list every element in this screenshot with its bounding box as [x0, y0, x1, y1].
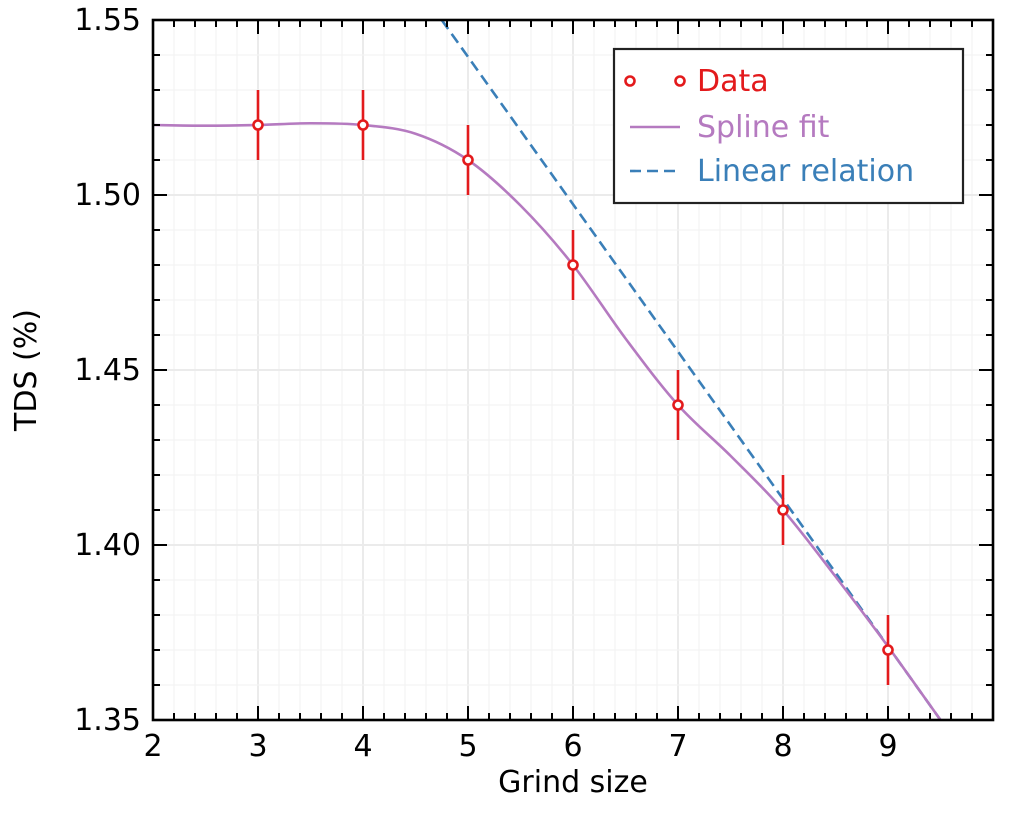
x-tick-label: 4 — [353, 729, 372, 764]
x-tick-label: 5 — [458, 729, 477, 764]
x-tick-label: 2 — [143, 729, 162, 764]
x-axis-title: Grind size — [498, 765, 648, 800]
x-tick-label: 7 — [668, 729, 687, 764]
x-tick-label: 9 — [878, 729, 897, 764]
data-point — [672, 399, 684, 411]
y-axis-title: TDS (%) — [9, 309, 44, 432]
y-tick-label: 1.55 — [74, 3, 141, 38]
data-point — [252, 119, 264, 131]
x-tick-label: 6 — [563, 729, 582, 764]
x-tick-label: 8 — [773, 729, 792, 764]
y-tick-label: 1.45 — [74, 353, 141, 388]
legend-label-linear: Linear relation — [697, 154, 914, 189]
ticks — [152, 19, 994, 721]
plot-series — [153, 20, 942, 720]
legend-label-data: Data — [697, 64, 769, 99]
y-tick-label: 1.35 — [74, 703, 141, 738]
tick-labels: 2 3 4 5 6 7 8 9 1.35 1.40 1.45 1.50 1.55 — [74, 3, 897, 764]
data-point — [357, 119, 369, 131]
data-point — [777, 504, 789, 516]
data-point — [567, 259, 579, 271]
y-tick-label: 1.50 — [74, 178, 141, 213]
legend-label-spline: Spline fit — [697, 110, 830, 145]
legend-data-marker — [674, 75, 686, 87]
legend-data-marker — [624, 75, 636, 87]
legend-entries: Data Spline fit Linear relation — [624, 64, 914, 189]
data-point — [882, 644, 894, 656]
x-tick-label: 3 — [248, 729, 267, 764]
data-point — [462, 154, 474, 166]
legend: Data Spline fit Linear relation — [612, 47, 965, 205]
y-tick-label: 1.40 — [74, 528, 141, 563]
